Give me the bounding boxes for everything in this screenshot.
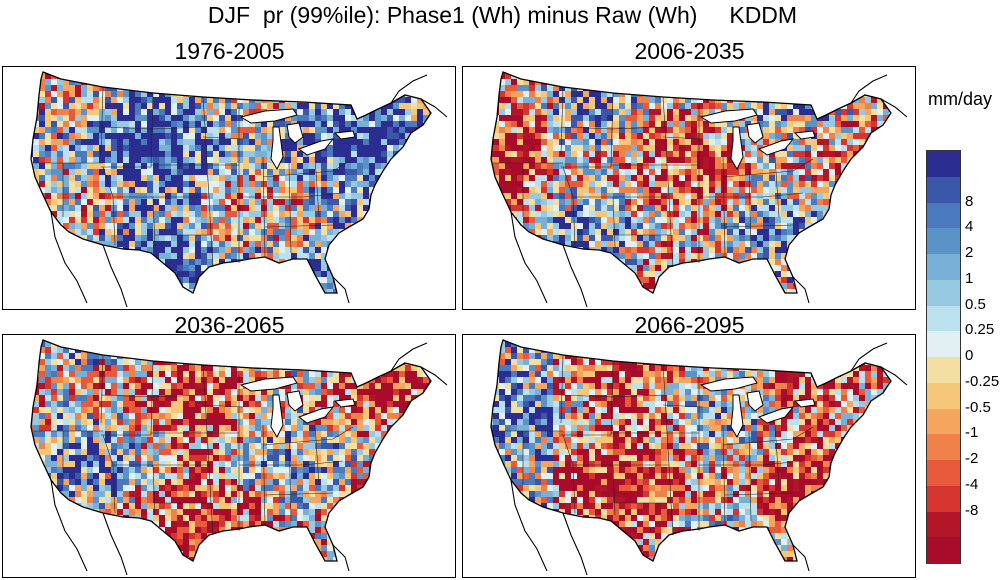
great-lake xyxy=(286,122,304,144)
neighbor-coastline xyxy=(332,544,350,572)
precip-field xyxy=(31,72,431,293)
neighbor-coastline xyxy=(850,342,888,372)
map-panel-2 xyxy=(462,66,916,310)
great-lake xyxy=(699,108,758,124)
colorbar-tick-label: -0.5 xyxy=(965,398,991,416)
colorbar-tick-label: -4 xyxy=(965,475,979,493)
great-lake xyxy=(239,376,298,392)
colorbar-swatch xyxy=(927,331,960,358)
units-label: mm/day xyxy=(928,89,993,109)
great-lake xyxy=(746,122,764,144)
great-lake xyxy=(730,126,744,171)
map-2006-2035 xyxy=(490,71,908,308)
figure-title: DJF pr (99%ile): Phase1 (Wh) minus Raw (… xyxy=(207,2,798,28)
great-lake xyxy=(270,126,284,171)
neighbor-coastline xyxy=(50,211,88,304)
map-panel-4 xyxy=(462,334,916,578)
great-lake xyxy=(239,108,298,124)
colorbar-tick-label: 4 xyxy=(965,218,974,236)
colorbar xyxy=(926,150,961,564)
panel-title-2: 2006-2035 xyxy=(634,38,745,64)
neighbor-coastline xyxy=(562,244,588,308)
neighbor-coastline xyxy=(562,512,588,576)
colorbar-tick-label: 1 xyxy=(965,269,974,287)
great-lake xyxy=(333,130,356,140)
colorbar-tick-label: -2 xyxy=(965,450,979,467)
colorbar-tick-label: 0 xyxy=(965,347,974,364)
colorbar-tick-label: -8 xyxy=(965,501,979,519)
state-borders xyxy=(493,354,814,536)
coastline xyxy=(30,71,432,294)
colorbar-swatch xyxy=(927,279,960,306)
great-lake xyxy=(297,138,335,156)
neighbor-coastline xyxy=(420,98,448,118)
great-lake xyxy=(793,398,816,408)
neighbor-coastline xyxy=(50,479,88,572)
great-lake xyxy=(297,406,335,424)
great-lake xyxy=(757,138,795,156)
precip-field xyxy=(491,72,891,293)
great-lake xyxy=(793,130,816,140)
neighbor-coastline xyxy=(102,244,128,308)
colorbar-tick-label: -1 xyxy=(965,424,979,442)
neighbor-coastline xyxy=(880,366,908,386)
coastline xyxy=(490,339,892,562)
colorbar-swatch xyxy=(927,305,960,332)
colorbar-swatch xyxy=(927,176,960,203)
colorbar-swatch xyxy=(927,460,960,487)
colorbar-tick-label: -0.25 xyxy=(965,372,1000,390)
precip-field xyxy=(31,340,431,561)
colorbar-swatch xyxy=(927,511,960,538)
colorbar-swatch xyxy=(927,254,960,281)
coastline xyxy=(490,71,892,294)
neighbor-coastline xyxy=(102,512,128,576)
colorbar-tick-label: 2 xyxy=(965,244,974,261)
colorbar-tick-label: 8 xyxy=(965,192,974,210)
map-2066-2095 xyxy=(490,339,908,576)
colorbar-tick-label: 0.5 xyxy=(965,295,986,313)
great-lake xyxy=(286,390,304,412)
colorbar-swatch xyxy=(927,485,960,512)
precip-field xyxy=(491,340,891,561)
neighbor-coastline xyxy=(510,211,548,304)
great-lake xyxy=(333,398,356,408)
colorbar-swatch xyxy=(927,408,960,435)
map-panel-3 xyxy=(2,334,456,578)
state-borders xyxy=(33,86,354,268)
panel-title-3: 2036-2065 xyxy=(174,312,285,338)
neighbor-coastline xyxy=(850,74,888,104)
neighbor-coastline xyxy=(420,366,448,386)
coastline xyxy=(30,339,432,562)
great-lake xyxy=(699,376,758,392)
map-panel-1 xyxy=(2,66,456,310)
colorbar-swatch xyxy=(927,202,960,229)
neighbor-coastline xyxy=(792,544,810,572)
colorbar-swatch xyxy=(927,151,960,178)
great-lake xyxy=(730,394,744,439)
colorbar-swatch xyxy=(927,228,960,255)
panel-title-4: 2066-2095 xyxy=(634,312,745,338)
colorbar-swatch xyxy=(927,434,960,461)
neighbor-coastline xyxy=(880,98,908,118)
neighbor-coastline xyxy=(332,276,350,304)
state-borders xyxy=(33,354,354,536)
neighbor-coastline xyxy=(792,276,810,304)
great-lake xyxy=(746,390,764,412)
great-lake xyxy=(270,394,284,439)
colorbar-swatch xyxy=(927,357,960,384)
neighbor-coastline xyxy=(390,342,428,372)
colorbar-swatch xyxy=(927,537,960,564)
state-borders xyxy=(493,86,814,268)
colorbar-swatch xyxy=(927,382,960,409)
panel-title-1: 1976-2005 xyxy=(174,38,285,64)
map-2036-2065 xyxy=(30,339,448,576)
neighbor-coastline xyxy=(390,74,428,104)
neighbor-coastline xyxy=(510,479,548,572)
great-lake xyxy=(757,406,795,424)
colorbar-tick-label: 0.25 xyxy=(965,321,995,339)
map-1976-2005 xyxy=(30,71,448,308)
